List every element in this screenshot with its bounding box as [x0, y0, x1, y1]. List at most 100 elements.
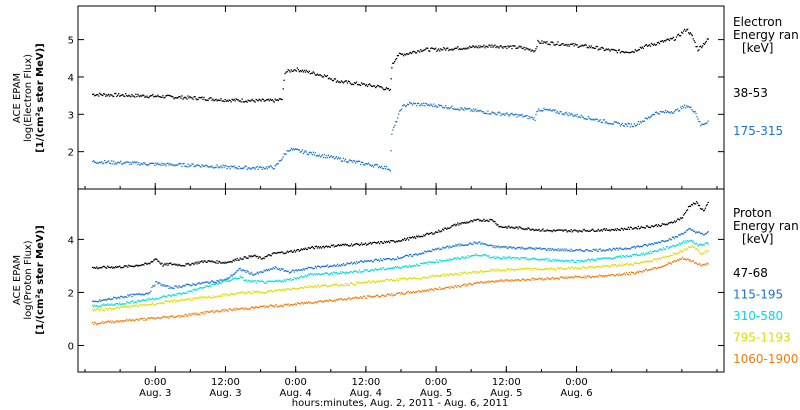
data-point	[308, 152, 310, 154]
data-point	[600, 258, 602, 260]
data-point	[107, 95, 109, 97]
data-point	[92, 160, 94, 163]
data-point	[634, 247, 636, 249]
data-point	[378, 296, 381, 298]
data-point	[581, 260, 583, 262]
data-point	[557, 229, 559, 231]
data-point	[560, 229, 562, 231]
data-point	[659, 248, 662, 250]
data-point	[495, 268, 497, 270]
data-point	[468, 47, 470, 49]
data-point	[133, 266, 135, 268]
data-point	[133, 320, 135, 322]
data-point	[405, 254, 407, 257]
data-point	[379, 167, 382, 169]
data-point	[168, 287, 170, 290]
data-point	[702, 42, 705, 45]
data-point	[344, 299, 347, 301]
data-point	[248, 255, 250, 257]
data-point	[608, 229, 610, 231]
data-point	[310, 273, 312, 275]
data-point	[266, 255, 268, 257]
data-point	[153, 96, 155, 98]
data-point	[129, 265, 131, 267]
data-point	[376, 242, 379, 244]
data-point	[399, 240, 401, 242]
data-point	[438, 48, 440, 50]
data-point	[254, 273, 256, 276]
data-point	[216, 279, 218, 282]
data-point	[278, 279, 280, 281]
data-point	[352, 244, 355, 246]
data-point	[239, 167, 241, 170]
data-point	[605, 48, 607, 50]
data-point	[276, 99, 278, 101]
data-point	[308, 274, 310, 276]
data-point	[641, 271, 643, 273]
data-point	[210, 281, 212, 283]
data-point	[673, 237, 676, 239]
data-point	[183, 97, 185, 99]
data-point	[364, 242, 367, 244]
data-point	[499, 279, 501, 281]
data-point	[666, 263, 669, 266]
data-point	[514, 269, 516, 271]
data-point	[362, 281, 365, 284]
data-point	[432, 261, 434, 263]
data-point	[426, 103, 428, 105]
data-point	[148, 297, 150, 299]
data-point	[344, 264, 347, 266]
data-point	[150, 261, 152, 263]
data-point	[551, 231, 553, 233]
data-point	[141, 264, 143, 266]
data-point	[385, 295, 387, 297]
data-point	[629, 126, 631, 128]
data-point	[95, 94, 97, 96]
data-point	[669, 254, 672, 256]
data-point	[526, 48, 528, 50]
data-point	[167, 94, 169, 96]
data-point	[455, 108, 457, 111]
data-point	[114, 163, 116, 165]
data-point	[654, 242, 657, 245]
data-point	[124, 265, 126, 267]
data-point	[333, 299, 336, 302]
data-point	[415, 237, 417, 239]
series-795-1193	[92, 245, 709, 312]
data-point	[250, 271, 252, 274]
data-point	[581, 250, 583, 252]
data-point	[159, 163, 161, 165]
data-point	[483, 254, 485, 256]
data-point	[560, 276, 562, 278]
data-point	[251, 98, 253, 100]
data-point	[425, 48, 427, 50]
data-point	[684, 248, 687, 251]
data-point	[398, 267, 400, 269]
data-point	[562, 261, 564, 263]
data-point	[299, 269, 301, 271]
data-point	[306, 302, 308, 304]
data-point	[115, 162, 117, 164]
data-point	[551, 260, 553, 262]
data-point	[420, 253, 422, 255]
data-point	[501, 270, 503, 272]
data-point	[496, 246, 498, 248]
data-point	[597, 49, 599, 51]
data-point	[498, 47, 500, 49]
data-point	[270, 99, 272, 101]
data-point	[412, 255, 414, 257]
data-point	[521, 268, 523, 270]
data-point	[228, 261, 230, 263]
data-point	[554, 44, 556, 46]
data-point	[440, 259, 442, 262]
data-point	[266, 168, 268, 170]
data-point	[646, 118, 649, 120]
data-point	[325, 75, 328, 77]
data-point	[565, 259, 567, 261]
data-point	[191, 284, 193, 287]
data-point	[103, 309, 105, 311]
data-point	[515, 47, 517, 49]
data-point	[148, 303, 150, 306]
data-point	[531, 116, 533, 118]
